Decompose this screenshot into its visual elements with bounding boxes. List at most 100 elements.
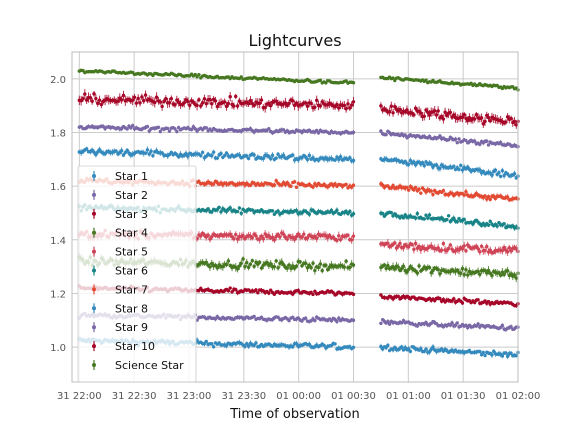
data-point bbox=[193, 72, 197, 77]
data-point bbox=[474, 244, 479, 248]
data-point bbox=[502, 222, 506, 226]
data-point bbox=[493, 196, 498, 201]
data-point bbox=[427, 350, 432, 354]
data-point bbox=[143, 151, 148, 155]
data-point bbox=[490, 273, 494, 278]
data-point bbox=[446, 246, 451, 251]
data-point bbox=[145, 124, 150, 129]
data-point bbox=[182, 101, 186, 105]
data-point bbox=[94, 152, 98, 157]
data-point bbox=[167, 101, 172, 105]
data-point bbox=[210, 342, 214, 346]
data-point bbox=[267, 291, 271, 295]
data-point bbox=[97, 98, 102, 102]
data-point bbox=[490, 173, 494, 177]
data-point bbox=[84, 147, 89, 151]
data-point bbox=[97, 148, 102, 152]
data-point bbox=[241, 257, 245, 261]
data-point bbox=[502, 173, 506, 178]
data-point bbox=[197, 72, 201, 77]
data-point bbox=[509, 272, 513, 276]
data-point bbox=[481, 350, 485, 355]
data-point bbox=[237, 99, 242, 103]
data-point bbox=[464, 323, 468, 327]
data-point bbox=[151, 153, 155, 158]
data-point bbox=[254, 341, 258, 345]
data-point bbox=[351, 318, 356, 323]
data-point bbox=[210, 235, 214, 239]
data-point bbox=[379, 344, 383, 349]
data-point bbox=[145, 148, 150, 152]
data-point bbox=[387, 322, 392, 326]
data-point bbox=[175, 129, 179, 134]
data-point bbox=[309, 265, 313, 270]
data-point bbox=[460, 168, 465, 172]
data-point bbox=[338, 237, 343, 242]
data-point bbox=[455, 268, 459, 272]
data-point bbox=[509, 116, 513, 121]
data-point bbox=[413, 163, 418, 167]
data-point bbox=[314, 128, 319, 133]
data-point bbox=[412, 188, 416, 192]
data-point bbox=[210, 210, 214, 214]
data-point bbox=[309, 101, 313, 106]
data-point bbox=[313, 289, 317, 293]
data-point bbox=[237, 153, 242, 157]
data-point bbox=[90, 99, 94, 103]
data-point bbox=[351, 80, 356, 85]
data-point bbox=[235, 267, 240, 271]
data-point bbox=[276, 152, 280, 156]
data-point bbox=[232, 236, 236, 241]
data-point bbox=[483, 268, 487, 273]
data-point bbox=[488, 219, 492, 224]
data-point bbox=[200, 101, 205, 105]
data-point bbox=[403, 133, 407, 137]
series-star-10 bbox=[77, 89, 520, 129]
data-point bbox=[439, 248, 444, 252]
data-point bbox=[505, 195, 510, 199]
data-point bbox=[396, 294, 400, 299]
data-point bbox=[412, 113, 416, 117]
data-point bbox=[488, 248, 492, 252]
data-point bbox=[291, 153, 295, 157]
data-point bbox=[186, 99, 190, 104]
data-point bbox=[291, 99, 295, 103]
data-point bbox=[486, 194, 491, 199]
data-point bbox=[250, 236, 254, 240]
data-point bbox=[500, 168, 505, 173]
data-point bbox=[149, 149, 153, 153]
data-point bbox=[486, 223, 491, 227]
data-point bbox=[389, 211, 394, 215]
data-point bbox=[434, 163, 439, 167]
data-point bbox=[415, 324, 420, 328]
data-point bbox=[419, 347, 423, 351]
data-point bbox=[338, 155, 343, 159]
data-point bbox=[464, 189, 468, 194]
data-point bbox=[478, 272, 482, 277]
data-point bbox=[239, 75, 243, 79]
data-point bbox=[393, 241, 397, 245]
data-point bbox=[481, 169, 485, 173]
data-point bbox=[268, 262, 273, 266]
data-point bbox=[481, 122, 485, 126]
data-point bbox=[215, 156, 220, 160]
data-point bbox=[457, 216, 461, 221]
data-point bbox=[439, 114, 444, 119]
data-point bbox=[256, 291, 260, 295]
data-point bbox=[199, 234, 203, 238]
data-point bbox=[239, 261, 243, 266]
data-point bbox=[307, 263, 312, 268]
data-point bbox=[176, 155, 181, 159]
data-point bbox=[431, 345, 435, 349]
data-point bbox=[215, 207, 220, 212]
data-point bbox=[200, 150, 205, 155]
data-point bbox=[136, 96, 140, 101]
data-point bbox=[379, 321, 383, 326]
data-point bbox=[250, 208, 254, 212]
data-point bbox=[314, 98, 319, 102]
data-point bbox=[460, 266, 465, 271]
data-point bbox=[292, 180, 297, 184]
data-point bbox=[285, 237, 289, 241]
data-point bbox=[424, 213, 428, 217]
data-point bbox=[88, 96, 93, 100]
